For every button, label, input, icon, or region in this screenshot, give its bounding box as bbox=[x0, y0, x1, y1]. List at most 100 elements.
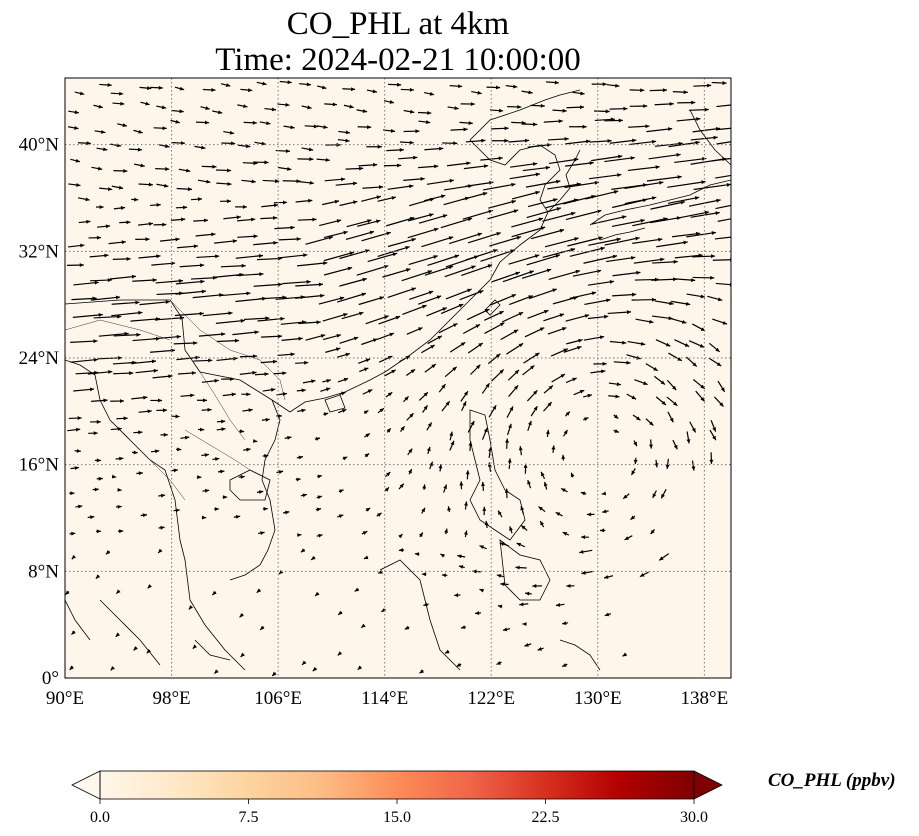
wind-arrow bbox=[591, 82, 607, 87]
wind-arrow bbox=[449, 232, 483, 245]
wind-arrow bbox=[316, 85, 327, 90]
wind-arrow bbox=[543, 119, 563, 124]
wind-arrow bbox=[398, 548, 405, 553]
wind-arrow bbox=[242, 408, 253, 413]
wind-arrow bbox=[624, 535, 633, 541]
wind-arrow bbox=[342, 87, 356, 92]
wind-arrow bbox=[633, 457, 638, 465]
wind-arrow bbox=[407, 227, 439, 239]
y-axis-ticks: 0° 8°N 16°N 24°N 32°N 40°N bbox=[19, 135, 60, 689]
wind-arrow bbox=[471, 90, 482, 95]
wind-arrow bbox=[543, 313, 565, 322]
wind-arrow bbox=[295, 477, 301, 482]
wind-arrow bbox=[645, 363, 659, 372]
wind-arrow bbox=[530, 228, 565, 240]
wind-arrow bbox=[569, 246, 605, 257]
wind-arrow bbox=[418, 214, 448, 224]
wind-arrow bbox=[654, 300, 674, 306]
wind-arrow bbox=[507, 104, 522, 109]
wind-arrow bbox=[68, 416, 82, 421]
wind-arrow bbox=[563, 429, 568, 437]
wind-arrow bbox=[510, 162, 538, 168]
wind-arrow bbox=[211, 590, 217, 596]
wind-arrow bbox=[215, 318, 245, 324]
wind-arrow bbox=[668, 352, 683, 362]
wind-arrow bbox=[567, 236, 603, 247]
wind-arrow bbox=[406, 412, 414, 421]
wind-arrow bbox=[491, 138, 509, 143]
wind-arrow bbox=[652, 490, 657, 499]
wind-arrow bbox=[465, 470, 470, 480]
wind-arrow bbox=[117, 487, 122, 492]
wind-arrow bbox=[543, 401, 553, 412]
wind-arrow bbox=[323, 251, 355, 262]
wind-arrow bbox=[387, 287, 417, 299]
wind-arrow bbox=[173, 341, 198, 345]
colorbar-tick-label: 7.5 bbox=[239, 809, 259, 826]
wind-arrow bbox=[201, 453, 210, 457]
wind-arrow bbox=[688, 107, 709, 112]
wind-arrow bbox=[566, 105, 585, 110]
wind-arrow bbox=[337, 352, 351, 358]
wind-arrow bbox=[301, 660, 307, 666]
wind-arrow bbox=[454, 593, 461, 598]
wind-arrow bbox=[233, 514, 241, 519]
wind-arrow bbox=[271, 671, 277, 677]
wind-arrow bbox=[146, 648, 152, 654]
wind-arrow bbox=[384, 471, 391, 478]
wind-arrow bbox=[367, 252, 398, 263]
colorbar-ticks: 0.0 7.5 15.0 22.5 30.0 bbox=[90, 799, 708, 826]
wind-arrow bbox=[581, 535, 589, 540]
wind-arrow bbox=[71, 630, 76, 636]
wind-arrow bbox=[488, 199, 517, 209]
wind-arrow bbox=[322, 333, 342, 341]
wind-arrow bbox=[526, 254, 561, 266]
wind-arrow bbox=[361, 338, 378, 346]
wind-arrow bbox=[530, 405, 538, 417]
x-axis-ticks: 90°E 98°E 106°E 114°E 122°E 130°E 138°E bbox=[46, 688, 728, 709]
wind-arrow bbox=[240, 652, 245, 658]
wind-arrow bbox=[547, 327, 567, 335]
wind-arrow bbox=[539, 520, 545, 528]
wind-arrow bbox=[216, 168, 232, 173]
wind-arrow bbox=[115, 589, 121, 595]
wind-arrow bbox=[159, 237, 180, 242]
wind-arrow bbox=[338, 408, 347, 414]
wind-arrow bbox=[190, 275, 218, 280]
wind-arrow bbox=[527, 309, 549, 319]
wind-arrow bbox=[604, 612, 611, 617]
wind-arrow bbox=[65, 590, 70, 596]
wind-arrow bbox=[335, 181, 358, 186]
wind-arrow bbox=[138, 254, 161, 259]
wind-arrow bbox=[463, 530, 468, 538]
wind-arrow bbox=[136, 471, 143, 476]
wind-arrow bbox=[71, 554, 77, 560]
wind-arrow bbox=[505, 438, 510, 449]
wind-arrow bbox=[487, 353, 501, 365]
wind-arrow bbox=[709, 452, 714, 464]
wind-arrow bbox=[73, 280, 99, 286]
wind-arrow bbox=[606, 83, 620, 88]
wind-arrow bbox=[201, 515, 207, 520]
wind-arrow bbox=[364, 452, 370, 458]
wind-arrow bbox=[301, 147, 314, 152]
wind-arrow bbox=[458, 565, 465, 569]
wind-arrow bbox=[201, 407, 212, 412]
wind-arrow bbox=[214, 507, 219, 511]
wind-arrow bbox=[134, 163, 145, 168]
wind-arrow bbox=[609, 340, 627, 345]
wind-arrow bbox=[131, 450, 138, 455]
wind-arrow bbox=[713, 396, 724, 408]
wind-arrow bbox=[175, 279, 205, 285]
wind-arrow bbox=[398, 533, 403, 539]
wind-arrow bbox=[604, 118, 623, 123]
wind-arrow bbox=[672, 439, 678, 450]
wind-arrow bbox=[240, 88, 253, 93]
wind-arrow bbox=[376, 332, 395, 341]
wind-arrow bbox=[190, 197, 203, 202]
wind-arrow bbox=[675, 210, 710, 219]
wind-arrow bbox=[273, 371, 287, 376]
wind-arrow bbox=[354, 587, 360, 592]
wind-arrow bbox=[119, 220, 131, 225]
wind-arrow bbox=[564, 161, 594, 167]
